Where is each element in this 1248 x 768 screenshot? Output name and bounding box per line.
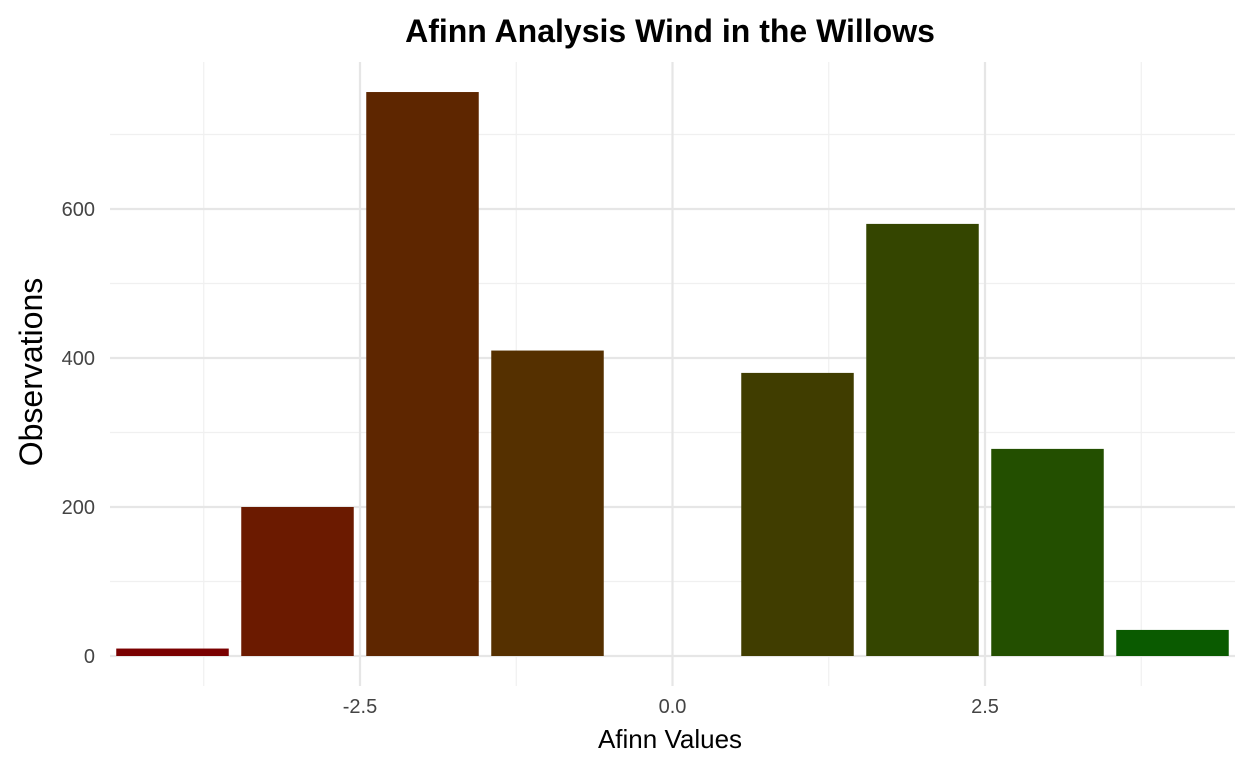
y-axis-title: Observations [13,278,49,467]
y-tick-label: 0 [84,646,95,668]
y-tick-label: 200 [62,497,95,519]
x-tick-label: 2.5 [971,696,999,718]
x-tick-label: 0.0 [659,696,687,718]
bar [366,92,479,656]
y-axis-ticks: 0 200 400 600 [62,199,95,668]
y-tick-label: 400 [62,348,95,370]
y-tick-label: 600 [62,199,95,221]
bars [116,92,1229,656]
chart-title: Afinn Analysis Wind in the Willows [405,13,935,49]
bar [241,507,354,656]
x-tick-label: -2.5 [343,696,377,718]
bar [1116,629,1229,656]
bar [741,372,854,656]
x-axis-title: Afinn Values [598,724,742,754]
bar [866,223,979,656]
bar [991,448,1104,656]
x-axis-ticks: -2.5 0.0 2.5 [343,696,999,718]
bar [491,350,604,656]
bar [116,648,229,656]
